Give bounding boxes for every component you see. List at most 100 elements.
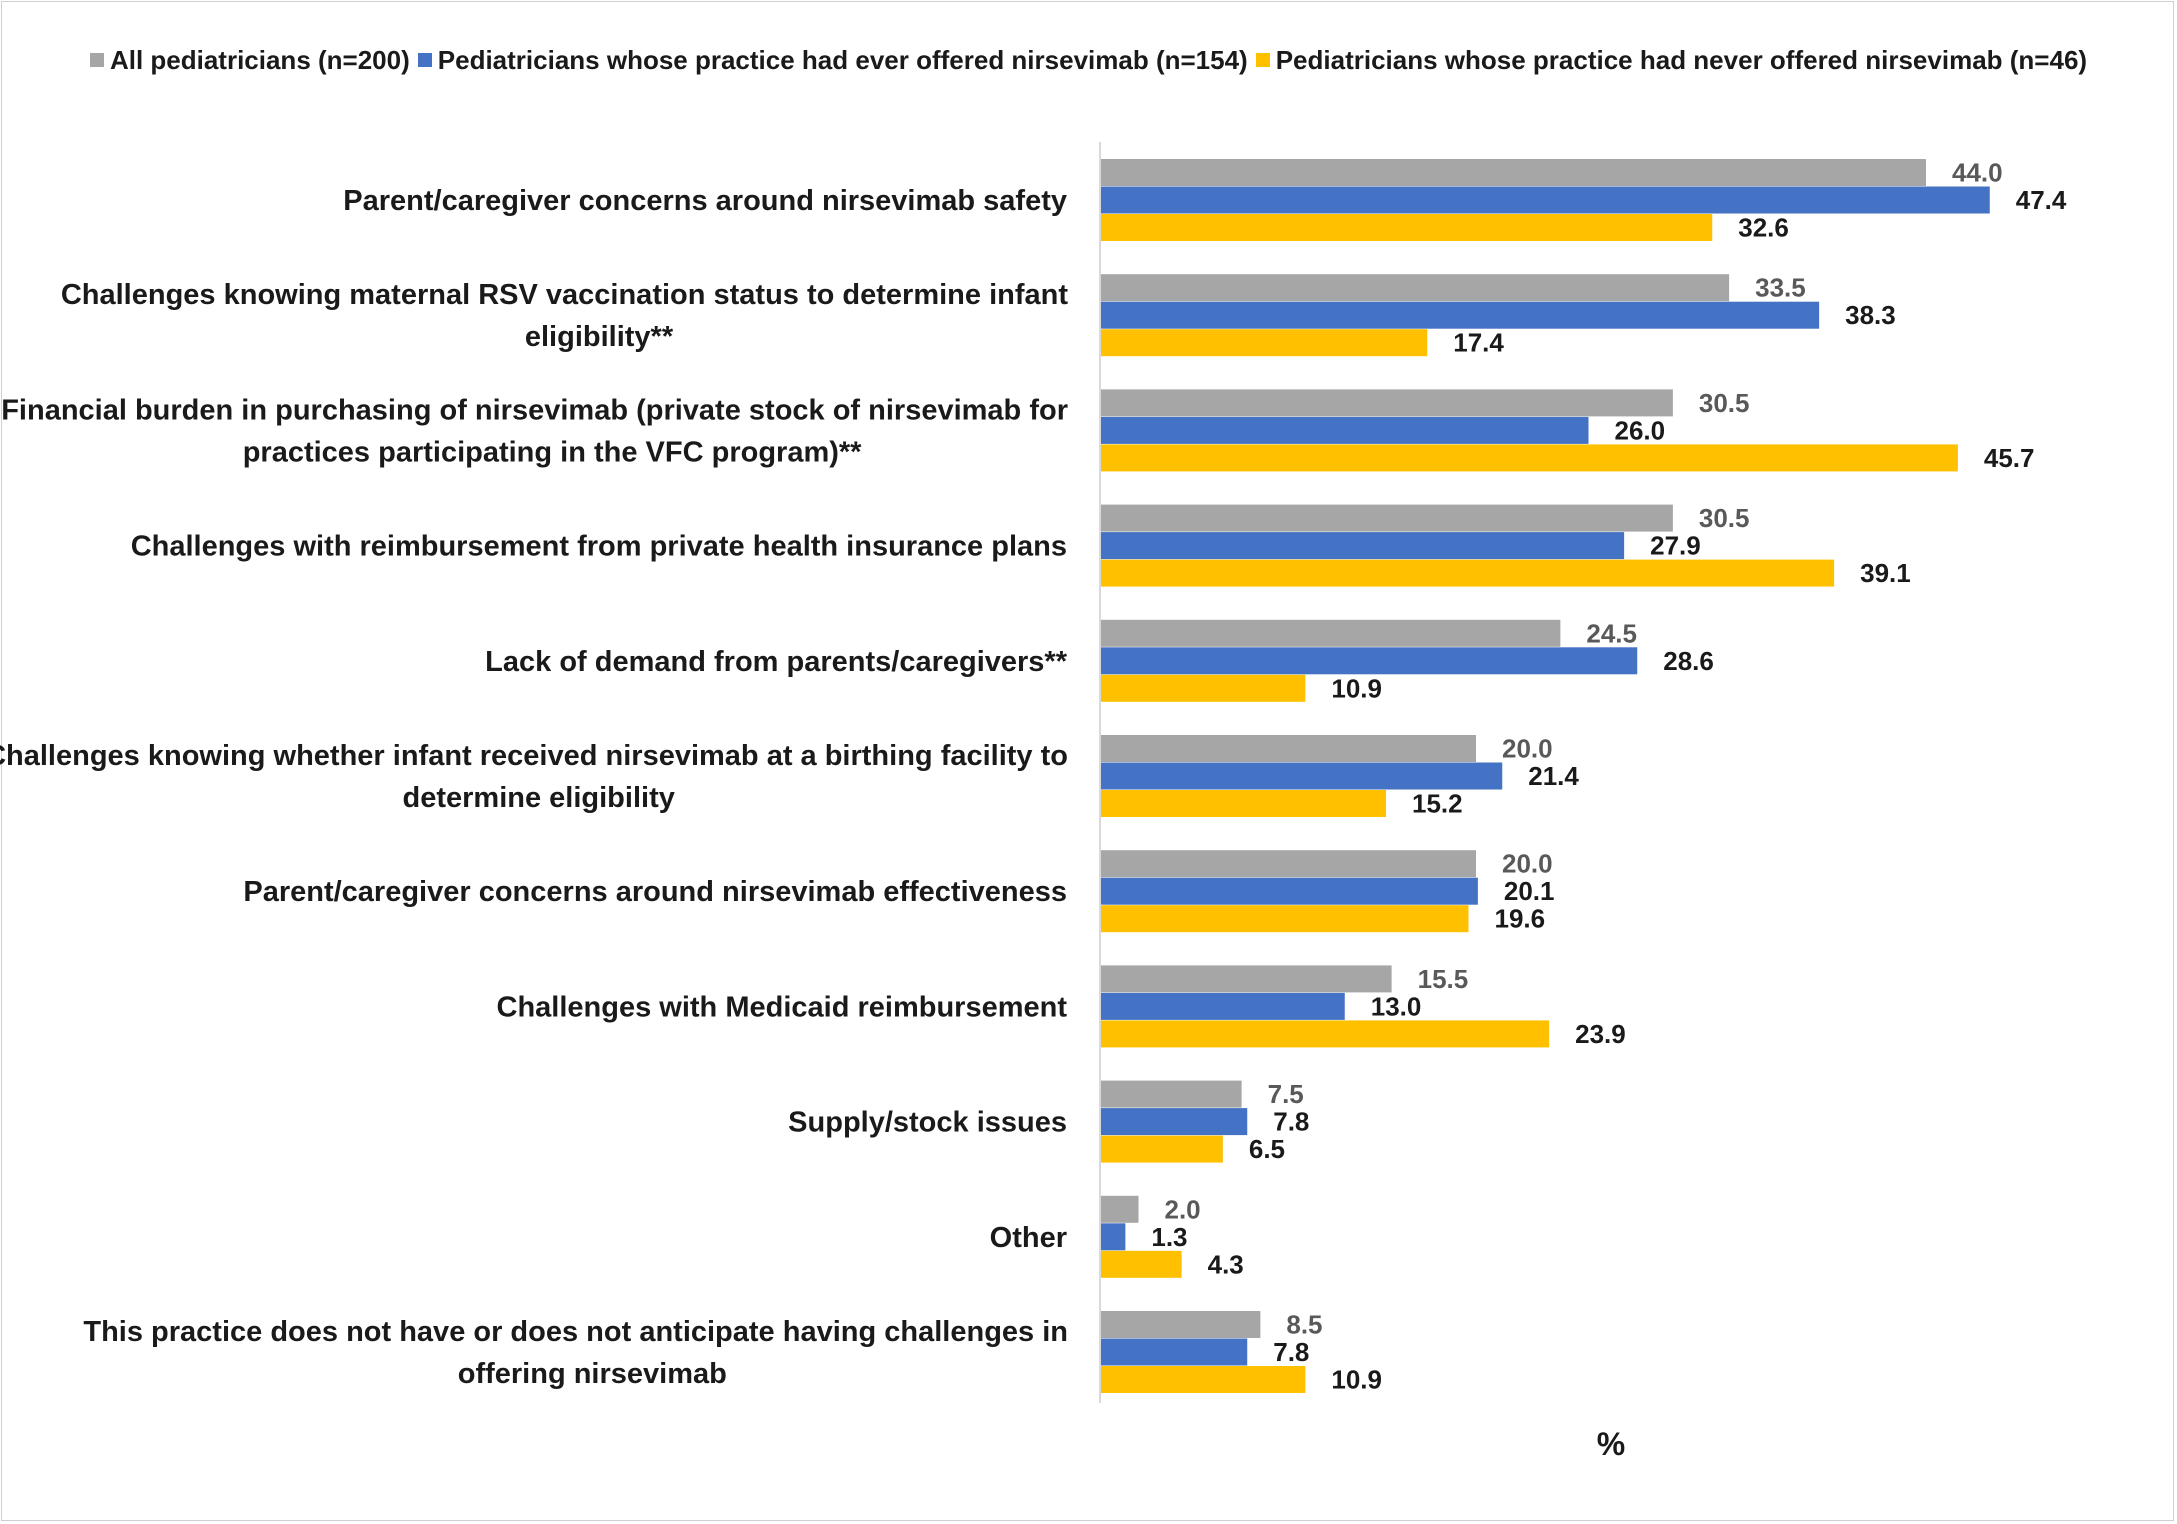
bar-ever-offered-4 xyxy=(1101,532,1625,560)
value-label-never-offered-7: 19.6 xyxy=(1495,904,1546,934)
value-label-never-offered-9: 6.5 xyxy=(1249,1134,1285,1164)
category-label-line: Challenges knowing whether infant receiv… xyxy=(0,740,1068,772)
value-label-all-3: 30.5 xyxy=(1699,388,1750,418)
legend-label-ever-offered: Pediatricians whose practice had ever of… xyxy=(437,44,1248,75)
category-label-4: Challenges with reimbursement from priva… xyxy=(131,531,1067,563)
category-label-9: Supply/stock issues xyxy=(788,1107,1067,1139)
bar-all-8 xyxy=(1101,965,1392,993)
category-labels: Parent/caregiver concerns around nirsevi… xyxy=(0,185,1068,1390)
value-label-never-offered-1: 32.6 xyxy=(1738,213,1789,243)
value-label-never-offered-2: 17.4 xyxy=(1453,328,1504,358)
value-label-all-5: 24.5 xyxy=(1586,618,1637,648)
category-label-5: Lack of demand from parents/caregivers** xyxy=(485,646,1068,678)
bar-never-offered-8 xyxy=(1101,1020,1550,1048)
bar-all-7 xyxy=(1101,850,1476,878)
category-label-line: eligibility** xyxy=(525,321,674,353)
category-label-line: This practice does not have or does not … xyxy=(83,1316,1068,1348)
category-label-line: Parent/caregiver concerns around nirsevi… xyxy=(343,185,1067,217)
bar-never-offered-2 xyxy=(1101,329,1428,357)
category-label-line: Supply/stock issues xyxy=(788,1107,1067,1139)
legend-entry-all: All pediatricians (n=200) xyxy=(89,44,410,76)
value-labels: 44.0 47.4 32.6 33.5 38.3 17.4 30.5 26.0 45.7 30.5… xyxy=(1151,158,2067,1395)
bar-never-offered-10 xyxy=(1101,1250,1182,1278)
bar-ever-offered-11 xyxy=(1101,1338,1248,1366)
bar-all-6 xyxy=(1101,735,1476,762)
category-label-line: Challenges knowing maternal RSV vaccinat… xyxy=(61,279,1068,311)
legend-swatch-all xyxy=(89,53,104,67)
value-label-all-9: 7.5 xyxy=(1268,1079,1304,1109)
legend-entry-ever-offered: Pediatricians whose practice had ever of… xyxy=(417,44,1248,76)
bar-all-11 xyxy=(1101,1311,1261,1338)
value-label-never-offered-5: 10.9 xyxy=(1331,673,1382,703)
value-label-never-offered-6: 15.2 xyxy=(1412,789,1463,819)
chart-legend: All pediatricians (n=200) Pediatricians … xyxy=(0,40,2177,80)
legend-entry-never-offered: Pediatricians whose practice had never o… xyxy=(1255,45,2087,76)
value-label-ever-offered-2: 38.3 xyxy=(1845,300,1896,330)
category-label-line: Financial burden in purchasing of nirsev… xyxy=(1,394,1068,426)
x-axis-label: % xyxy=(1597,1426,1625,1462)
category-label-line: determine eligibility xyxy=(403,782,675,814)
bar-never-offered-7 xyxy=(1101,905,1469,933)
category-label-line: Parent/caregiver concerns around nirsevi… xyxy=(243,876,1067,908)
value-label-all-10: 2.0 xyxy=(1165,1194,1201,1224)
bar-ever-offered-8 xyxy=(1101,992,1345,1020)
value-label-ever-offered-1: 47.4 xyxy=(2016,185,2067,215)
bar-ever-offered-3 xyxy=(1101,416,1589,444)
bars-layer xyxy=(1101,159,1990,1393)
legend-swatch-never-offered xyxy=(1255,53,1270,67)
bar-ever-offered-5 xyxy=(1101,647,1638,675)
category-label-1: Parent/caregiver concerns around nirsevi… xyxy=(343,185,1067,217)
bar-all-1 xyxy=(1101,159,1926,186)
bar-all-5 xyxy=(1101,619,1561,647)
bar-all-9 xyxy=(1101,1080,1242,1108)
value-label-ever-offered-7: 20.1 xyxy=(1504,876,1555,906)
bar-never-offered-1 xyxy=(1101,214,1713,241)
value-label-never-offered-8: 23.9 xyxy=(1575,1019,1626,1049)
bar-all-3 xyxy=(1101,389,1673,417)
value-label-all-4: 30.5 xyxy=(1699,503,1750,533)
category-label-6: Challenges knowing whether infant receiv… xyxy=(0,740,1068,814)
bar-never-offered-3 xyxy=(1101,444,1958,472)
category-label-line: offering nirsevimab xyxy=(458,1358,727,1390)
value-label-all-1: 44.0 xyxy=(1952,158,2003,188)
value-label-never-offered-10: 4.3 xyxy=(1208,1249,1244,1279)
bar-ever-offered-1 xyxy=(1101,186,1990,214)
value-label-all-8: 15.5 xyxy=(1418,964,1469,994)
bar-all-2 xyxy=(1101,274,1730,302)
value-label-all-6: 20.0 xyxy=(1502,734,1553,764)
value-label-ever-offered-4: 27.9 xyxy=(1650,531,1701,561)
bar-ever-offered-10 xyxy=(1101,1223,1126,1251)
value-label-ever-offered-5: 28.6 xyxy=(1663,646,1714,676)
value-label-ever-offered-11: 7.8 xyxy=(1273,1337,1309,1367)
value-label-ever-offered-3: 26.0 xyxy=(1615,415,1666,445)
value-label-ever-offered-6: 21.4 xyxy=(1528,761,1579,791)
bar-ever-offered-2 xyxy=(1101,301,1820,329)
value-label-ever-offered-9: 7.8 xyxy=(1273,1107,1309,1137)
bar-never-offered-5 xyxy=(1101,674,1306,702)
bar-all-10 xyxy=(1101,1195,1139,1223)
bar-ever-offered-7 xyxy=(1101,877,1478,905)
value-label-all-2: 33.5 xyxy=(1755,273,1806,303)
bar-never-offered-9 xyxy=(1101,1135,1223,1163)
category-label-line: Challenges with reimbursement from priva… xyxy=(131,531,1067,563)
value-label-ever-offered-8: 13.0 xyxy=(1371,991,1422,1021)
legend-swatch-ever-offered xyxy=(417,53,432,67)
category-label-line: practices participating in the VFC progr… xyxy=(243,436,862,468)
bar-never-offered-11 xyxy=(1101,1366,1306,1393)
category-label-line: Other xyxy=(990,1222,1067,1254)
category-label-line: Lack of demand from parents/caregivers** xyxy=(485,646,1068,678)
bar-never-offered-4 xyxy=(1101,559,1835,587)
category-label-line: Challenges with Medicaid reimbursement xyxy=(497,991,1068,1023)
value-label-never-offered-4: 39.1 xyxy=(1860,558,1911,588)
value-label-all-11: 8.5 xyxy=(1286,1310,1322,1340)
category-label-10: Other xyxy=(990,1222,1067,1254)
legend-label-all: All pediatricians (n=200) xyxy=(109,44,410,75)
category-label-7: Parent/caregiver concerns around nirsevi… xyxy=(243,876,1067,908)
value-label-never-offered-11: 10.9 xyxy=(1331,1365,1382,1395)
value-label-all-7: 20.0 xyxy=(1502,849,1553,879)
category-label-8: Challenges with Medicaid reimbursement xyxy=(497,991,1068,1023)
bar-all-4 xyxy=(1101,504,1673,532)
category-label-3: Financial burden in purchasing of nirsev… xyxy=(1,394,1068,468)
bar-ever-offered-9 xyxy=(1101,1108,1248,1136)
